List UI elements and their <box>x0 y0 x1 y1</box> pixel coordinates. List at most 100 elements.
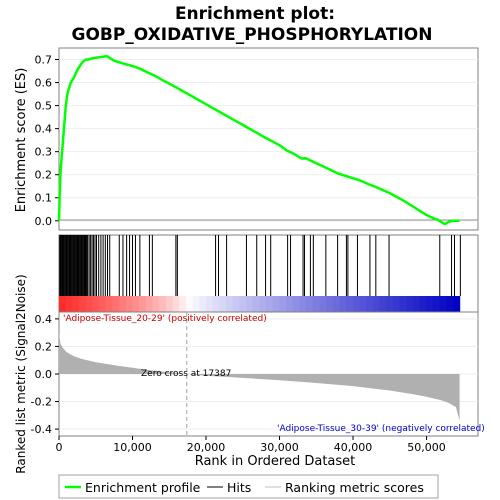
ranking-bar-segment <box>85 296 93 312</box>
zero-cross-label: Zero cross at 17387 <box>141 369 231 379</box>
ranking-bar-segment <box>439 296 447 312</box>
ranking-bar-segment <box>192 296 200 312</box>
metric-y-axis-label: Ranked list metric (Signal2Noise) <box>14 274 28 473</box>
metric-y-tick-label: -0.2 <box>31 396 52 409</box>
ranking-bar-segment <box>139 296 147 312</box>
ranking-bar-segment <box>199 296 207 312</box>
ranking-color-bar <box>59 296 461 312</box>
ranking-bar-segment <box>159 296 167 312</box>
x-tick-label: 0 <box>56 441 63 454</box>
ranking-bar-segment <box>225 296 234 312</box>
ranking-bar-segment <box>145 296 154 312</box>
x-tick-label: 40,000 <box>334 441 373 454</box>
es-gridlines <box>59 59 478 222</box>
ranking-bar-segment <box>406 296 414 312</box>
ranking-bar-segment <box>372 296 381 312</box>
ranking-bar-segment <box>432 296 441 312</box>
chart-title-line-2: GOBP_OXIDATIVE_PHOSPHORYLATION <box>71 25 432 45</box>
ranking-bar-segment <box>92 296 100 312</box>
metric-y-tick-label: 0.2 <box>35 340 53 353</box>
enrichment-profile-line <box>57 54 460 226</box>
metric-y-tick-label: -0.4 <box>31 423 52 436</box>
legend-box <box>58 474 439 499</box>
ranking-bar-segment <box>332 296 341 312</box>
legend-enrichment-label: Enrichment profile <box>85 480 201 495</box>
ranking-bar-segment <box>125 296 134 312</box>
es-y-ticks: 0.0 0.1 0.2 0.3 0.4 0.5 0.6 0.7 <box>35 54 59 228</box>
ranking-bar-segment <box>366 296 374 312</box>
metric-y-tick-label: 0.4 <box>35 313 53 326</box>
x-tick-label: 10,000 <box>113 441 152 454</box>
ranking-bar-segment <box>219 296 227 312</box>
ranking-bar-segment <box>252 296 260 312</box>
ranking-bar-segment <box>152 296 160 312</box>
ranking-bar-segment <box>185 296 194 312</box>
ranking-bar-segment <box>132 296 140 312</box>
ranking-bar-segment <box>286 296 294 312</box>
ranking-bar-segment <box>232 296 240 312</box>
ranking-bar-segment <box>205 296 214 312</box>
ranking-bar-segment <box>412 296 421 312</box>
ranking-bar-segment <box>319 296 327 312</box>
ranking-bar-segment <box>99 296 107 312</box>
ranking-bar-segment <box>165 296 174 312</box>
hit-marks <box>59 235 461 296</box>
ranking-bar-segment <box>399 296 407 312</box>
ranking-bar-segment <box>339 296 347 312</box>
es-panel: 0.0 0.1 0.2 0.3 0.4 0.5 0.6 0.7 Enrichment scor… <box>14 47 479 231</box>
ranking-bar-segment <box>259 296 267 312</box>
ranking-bar-segment <box>65 296 73 312</box>
x-tick-label: 50,000 <box>407 441 446 454</box>
ranking-bar-segment <box>352 296 361 312</box>
ranking-metric-area <box>59 332 460 421</box>
ranking-bar-segment <box>105 296 114 312</box>
ranking-bar-segment <box>419 296 427 312</box>
metric-y-ticks: -0.4 -0.2 0.0 0.2 0.4 <box>31 313 59 436</box>
ranking-bar-segment <box>312 296 321 312</box>
es-y-axis-label: Enrichment score (ES) <box>14 68 29 213</box>
es-y-tick-label: 0.1 <box>35 192 53 205</box>
ranking-bar-segment <box>386 296 394 312</box>
ranking-bar-segment <box>279 296 287 312</box>
x-tick-label: 20,000 <box>187 441 226 454</box>
negative-correlation-label: 'Adipose-Tissue_30-39' (negatively corre… <box>277 424 485 434</box>
ranking-bar-segment <box>326 296 334 312</box>
ranking-bar-segment <box>172 296 180 312</box>
es-y-tick-label: 0.2 <box>35 169 53 182</box>
es-y-tick-label: 0.6 <box>35 77 53 90</box>
legend: Enrichment profile Hits Ranking metric s… <box>58 474 439 499</box>
chart-title-line-1: Enrichment plot: <box>175 4 335 24</box>
positive-correlation-label: 'Adipose-Tissue_20-29' (positively corre… <box>63 314 267 324</box>
ranking-bar-segment <box>79 296 87 312</box>
es-y-tick-label: 0.0 <box>35 215 53 228</box>
ranking-bar-segment <box>452 296 461 312</box>
ranking-bar-segment <box>119 296 127 312</box>
metric-y-tick-label: 0.0 <box>35 368 53 381</box>
es-y-tick-label: 0.7 <box>35 54 53 67</box>
ranking-bar-segment <box>239 296 247 312</box>
es-y-tick-label: 0.4 <box>35 123 53 136</box>
ranking-bar-segment <box>359 296 367 312</box>
ranking-bar-segment <box>446 296 454 312</box>
ranking-bar-segment <box>346 296 354 312</box>
ranking-bar-segment <box>212 296 220 312</box>
ranking-bar-segment <box>112 296 120 312</box>
ranking-bar-segment <box>306 296 314 312</box>
ranking-bar-segment <box>72 296 80 312</box>
ranking-bar-segment <box>179 296 187 312</box>
ranking-bar-segment <box>272 296 280 312</box>
es-y-tick-label: 0.3 <box>35 146 53 159</box>
ranking-bar-segment <box>392 296 401 312</box>
ranking-bar-segment <box>426 296 434 312</box>
ranking-bar-segment <box>292 296 300 312</box>
ranking-bar-segment <box>379 296 387 312</box>
hits-panel <box>58 234 479 313</box>
legend-ranking-label: Ranking metric scores <box>285 480 424 495</box>
x-axis-ticks: 0 10,000 20,000 30,000 40,000 50,000 <box>56 436 446 454</box>
ranking-bar-segment <box>299 296 307 312</box>
metric-panel: -0.4 -0.2 0.0 0.2 0.4 'Adipose-Tissue_20-29'… <box>14 274 485 473</box>
legend-hits-label: Hits <box>227 480 251 495</box>
ranking-bar-segment <box>265 296 274 312</box>
x-axis-label: Rank in Ordered Dataset <box>195 454 356 469</box>
